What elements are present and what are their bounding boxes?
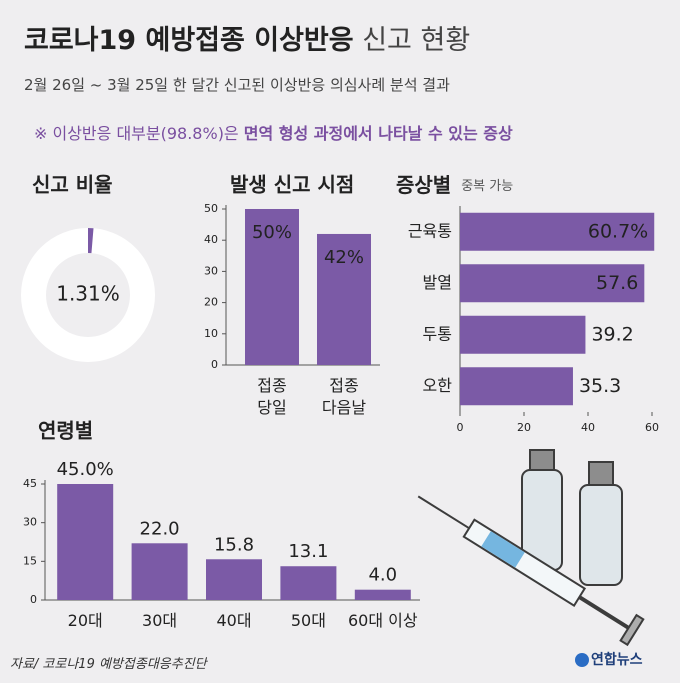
bar [354,589,411,600]
y-tick-label: 30 [23,516,37,529]
value-label: 60.7% [588,220,648,242]
logo: 연합뉴스 [575,649,643,669]
bar [317,233,371,365]
y-tick-label: 45 [23,477,37,490]
y-tick-label: 0 [30,593,37,606]
y-tick-label: 50 [204,202,218,215]
x-tick-label: 20 [517,421,531,434]
subtitle: 중복 가능 [461,179,513,194]
bar [57,484,114,600]
bar [460,264,645,303]
chart-title: 연령별 [38,419,93,443]
bar [460,315,586,354]
value-label: 1.31% [56,282,120,306]
chart-title: 발생 신고 시점 [230,173,354,197]
y-tick-label: 40 [204,233,218,246]
x-tick-label: 50대 [290,611,326,630]
value-label: 57.6 [596,272,638,294]
x-tick-label: 접종 당일 [257,376,287,417]
y-tick-label: 15 [23,554,37,567]
logo-text: 연합뉴스 [591,652,643,668]
bar [460,367,573,406]
y-tick-label: 10 [204,327,218,340]
y-tick-label: 근육통 [408,221,452,240]
x-tick-label: 접종 다음날 [321,376,367,417]
title-text: 증상별 [396,173,451,197]
syringe-illustration [417,449,645,647]
value-label: 15.8 [214,534,254,555]
y-tick-label: 두통 [423,324,452,343]
y-tick-label: 0 [211,358,218,371]
note-bold: 면역 형성 과정에서 나타날 수 있는 증상 [243,124,513,143]
value-label: 50% [252,222,292,243]
chart-title: 증상별 중복 가능 [396,173,513,197]
title: 코로나19 예방접종 이상반응 신고 현황 [24,18,470,57]
value-label: 22.0 [140,518,180,539]
value-label: 39.2 [591,323,633,345]
x-tick-label: 40대 [216,611,252,630]
value-label: 35.3 [579,375,621,397]
source: 자료/ 코로나19 예방접종대응추진단 [10,657,207,672]
bar [131,543,188,600]
note: ※ 이상반응 대부분(98.8%)은 면역 형성 과정에서 나타날 수 있는 증… [34,120,513,144]
bar [280,566,337,600]
y-tick-label: 30 [204,264,218,277]
y-tick-label: 20 [204,296,218,309]
bar [460,212,655,251]
x-tick-label: 0 [457,421,464,434]
value-label: 42% [324,247,364,268]
y-tick-label: 발열 [423,273,452,292]
x-tick-label: 30대 [142,611,178,630]
logo-icon [575,653,589,667]
bar [206,559,262,600]
y-tick-label: 오한 [423,376,453,395]
value-label: 13.1 [288,541,328,562]
value-label: 45.0% [57,459,114,480]
x-tick-label: 60 [645,421,659,434]
value-label: 4.0 [368,565,397,586]
title-bold: 코로나19 예방접종 이상반응 [24,25,354,56]
title-light: 신고 현황 [362,25,471,56]
x-tick-label: 20대 [67,611,103,630]
chart-title: 신고 비율 [32,173,113,197]
bar [245,209,299,365]
note-prefix: ※ 이상반응 대부분(98.8%)은 [34,124,239,143]
subtitle: 2월 26일 ~ 3월 25일 한 달간 신고된 이상반응 의심사례 분석 결과 [24,76,450,94]
donut-slice [88,228,94,254]
x-tick-label: 40 [581,421,595,434]
x-tick-label: 60대 이상 [347,611,418,630]
